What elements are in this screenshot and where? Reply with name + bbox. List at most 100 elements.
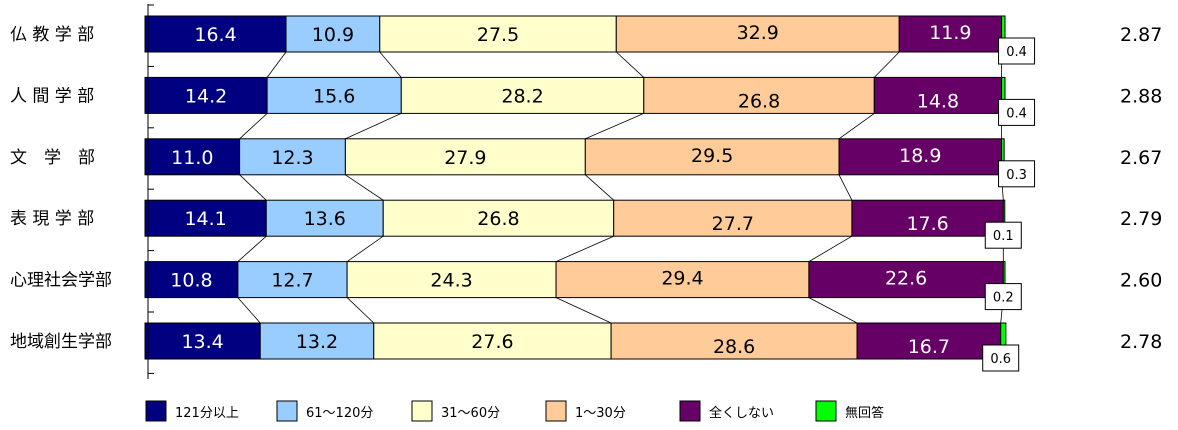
bar-segment — [838, 138, 1003, 176]
bar-value-label: 13.4 — [181, 331, 223, 353]
series-connector-line — [555, 235, 614, 262]
bar-segment — [265, 199, 384, 237]
bar-value-label: 24.3 — [430, 270, 472, 292]
series-connector-line — [239, 174, 267, 201]
bar-value-label: 10.9 — [312, 24, 354, 46]
series-connector-line — [239, 113, 268, 140]
bar-segment — [144, 261, 239, 299]
legend-label: 全くしない — [709, 405, 774, 421]
bar-segment — [873, 76, 1003, 114]
small-value-box — [998, 98, 1036, 126]
right-value-label: 2.60 — [1120, 270, 1162, 292]
series-connector-line — [237, 297, 261, 324]
bar-segment — [615, 15, 900, 53]
series-connector-line — [266, 51, 287, 78]
bar-segment — [266, 76, 402, 114]
category-label: 仏 教 学 部 — [10, 25, 94, 45]
bar-value-label: 29.5 — [691, 145, 733, 167]
bar-value-label: 18.9 — [899, 145, 941, 167]
bar-value-label: 28.2 — [501, 85, 543, 107]
bar-segment — [610, 322, 858, 360]
series-connector-line — [555, 297, 612, 324]
series-connector-line — [237, 235, 267, 262]
series-connector-line — [616, 51, 645, 78]
small-value-label: 0.2 — [993, 291, 1014, 306]
bar-segment — [382, 199, 615, 237]
bar-value-label: 13.6 — [304, 208, 346, 230]
bar-value-label: 11.9 — [929, 22, 971, 44]
series-connector-line — [873, 51, 900, 78]
bar-value-label: 26.8 — [738, 90, 780, 112]
legend-swatch — [145, 400, 167, 422]
bar-segment — [379, 15, 617, 53]
bar-segment — [144, 138, 241, 176]
legend-label: 31～60分 — [441, 406, 500, 421]
legend: 121分以上 61～120分 31～60分 1～30分 全くしない 無回答 — [145, 400, 884, 422]
bar-value-label: 28.6 — [713, 336, 755, 358]
bar-value-label: 27.6 — [471, 331, 513, 353]
bar-value-label: 13.2 — [296, 331, 338, 353]
bar-value-label: 27.9 — [444, 147, 486, 169]
bar-value-label: 22.6 — [885, 268, 927, 290]
bar-segment — [144, 199, 267, 237]
legend-swatch — [815, 400, 837, 422]
bar-value-label: 17.6 — [906, 213, 948, 235]
right-value-label: 2.67 — [1120, 147, 1162, 169]
series-connector-line — [379, 51, 402, 78]
right-values-column: 2.87 2.88 2.67 2.79 2.60 2.78 — [1120, 24, 1162, 353]
bar-value-label: 26.8 — [477, 208, 519, 230]
bar-segment — [584, 138, 840, 176]
series-connector-line — [345, 113, 402, 140]
bar-value-label: 27.5 — [477, 24, 519, 46]
right-value-label: 2.87 — [1120, 24, 1162, 46]
bar-value-label: 12.7 — [271, 270, 313, 292]
bars-layer: 16.4 10.9 27.5 32.9 11.9 0.4 14.2 15.6 28.2 26.8 1… — [144, 15, 1036, 372]
legend-label: 無回答 — [845, 405, 884, 421]
bar-segment — [239, 138, 346, 176]
bar-segment — [613, 199, 853, 237]
series-connector-line — [346, 297, 375, 324]
connector-lines — [237, 51, 1004, 324]
series-connector-line — [585, 174, 614, 201]
category-label: 心理社会学部 — [10, 271, 112, 291]
small-value-box — [998, 37, 1036, 65]
legend-label: 121分以上 — [175, 406, 239, 421]
legend-swatch — [545, 400, 567, 422]
small-value-label: 0.4 — [1006, 45, 1027, 60]
bar-segment — [555, 261, 810, 299]
bar-segment — [144, 15, 287, 53]
legend-swatch — [411, 400, 433, 422]
bar-value-label: 16.4 — [194, 24, 236, 46]
bar-segment — [851, 199, 1004, 237]
bar-value-label: 15.6 — [313, 85, 355, 107]
bar-value-label: 10.8 — [170, 270, 212, 292]
bar-value-label: 27.7 — [712, 213, 754, 235]
small-value-label: 0.3 — [1006, 168, 1027, 183]
small-value-box — [984, 283, 1022, 311]
category-label: 地域創生学部 — [10, 332, 112, 352]
bar-value-label: 14.1 — [184, 208, 226, 230]
series-connector-line — [808, 297, 858, 324]
bar-segment — [344, 138, 586, 176]
small-value-label: 0.6 — [990, 352, 1011, 367]
bar-segment — [285, 15, 381, 53]
bar-value-label: 14.2 — [185, 85, 227, 107]
series-connector-line — [838, 174, 853, 201]
bar-value-label: 16.7 — [908, 336, 950, 358]
category-label: 表 現 学 部 — [10, 209, 94, 229]
small-value-label: 0.4 — [1006, 106, 1027, 121]
right-value-label: 2.78 — [1120, 331, 1162, 353]
bar-value-label: 11.0 — [171, 147, 213, 169]
legend-label: 1～30分 — [575, 406, 626, 421]
bar-value-label: 14.8 — [917, 90, 959, 112]
small-value-label: 0.1 — [993, 229, 1014, 244]
bar-value-label: 12.3 — [271, 147, 313, 169]
small-value-box — [982, 344, 1020, 372]
series-connector-line — [808, 235, 853, 262]
legend-swatch — [276, 400, 298, 422]
right-value-label: 2.79 — [1120, 208, 1162, 230]
series-connector-line — [345, 174, 384, 201]
legend-label: 61～120分 — [306, 406, 373, 421]
